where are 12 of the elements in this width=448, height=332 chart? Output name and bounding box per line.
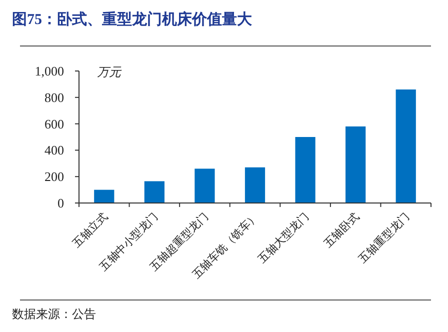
title: 图75：卧式、重型龙门机床价值量大 xyxy=(12,12,252,28)
x-tick-label: 五轴立式 xyxy=(70,210,110,250)
y-tick-label: 0 xyxy=(58,196,64,210)
y-tick-label: 800 xyxy=(44,90,64,105)
y-tick-label: 1,000 xyxy=(34,64,64,78)
x-tick-label: 五轴大型龙门 xyxy=(256,210,312,266)
x-tick-label: 五轴卧式 xyxy=(321,210,362,250)
annotation: 数据来源：公告 xyxy=(12,307,96,321)
y-tick-label: 600 xyxy=(44,116,64,132)
y-axis-title: 万元 xyxy=(97,65,122,79)
y-tick-label: 400 xyxy=(44,142,64,158)
y-tick-label: 200 xyxy=(44,169,64,184)
